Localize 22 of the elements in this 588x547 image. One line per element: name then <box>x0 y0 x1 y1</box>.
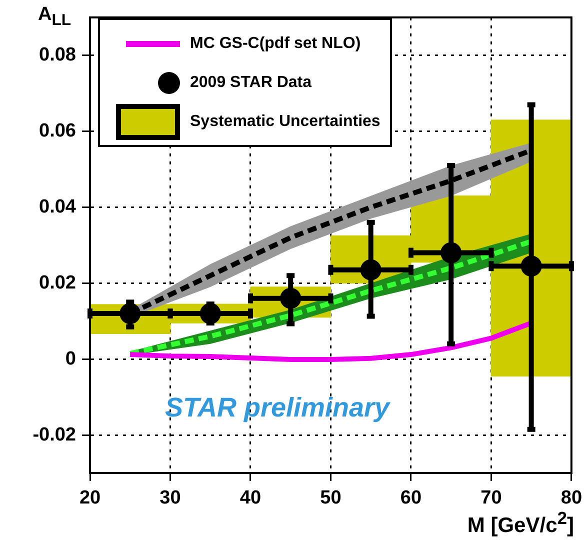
y-tick-label: 0.04 <box>39 196 76 218</box>
point <box>200 303 221 324</box>
legend-label: 2009 STAR Data <box>190 74 312 92</box>
y-tick-label: -0.02 <box>32 424 76 446</box>
y-tick-label: 0.08 <box>39 44 76 66</box>
point <box>520 256 542 277</box>
x-tick-label: 30 <box>160 488 181 509</box>
x-tick-label: 50 <box>320 488 342 509</box>
y-axis-title: A$_{LL}$ <box>38 4 72 30</box>
y-tick-label: 0.06 <box>39 120 76 142</box>
y-tick-label: 0 <box>65 348 76 370</box>
x-tick-label: 40 <box>240 488 262 509</box>
point <box>440 242 462 264</box>
x-tick-label: 60 <box>400 488 422 509</box>
x-tick-label: 80 <box>560 488 582 509</box>
x-tick-label: 20 <box>79 488 101 509</box>
legend-label: Systematic Uncertainties <box>190 112 380 130</box>
x-tick-label: 70 <box>480 488 502 509</box>
annotation: STAR preliminary <box>165 392 392 423</box>
y-tick-label: 0.02 <box>39 272 76 294</box>
x-axis-title: M [GeV/c$^{2}$] <box>467 508 574 538</box>
legend-label: MC GS-C(pdf set NLO) <box>190 34 361 52</box>
